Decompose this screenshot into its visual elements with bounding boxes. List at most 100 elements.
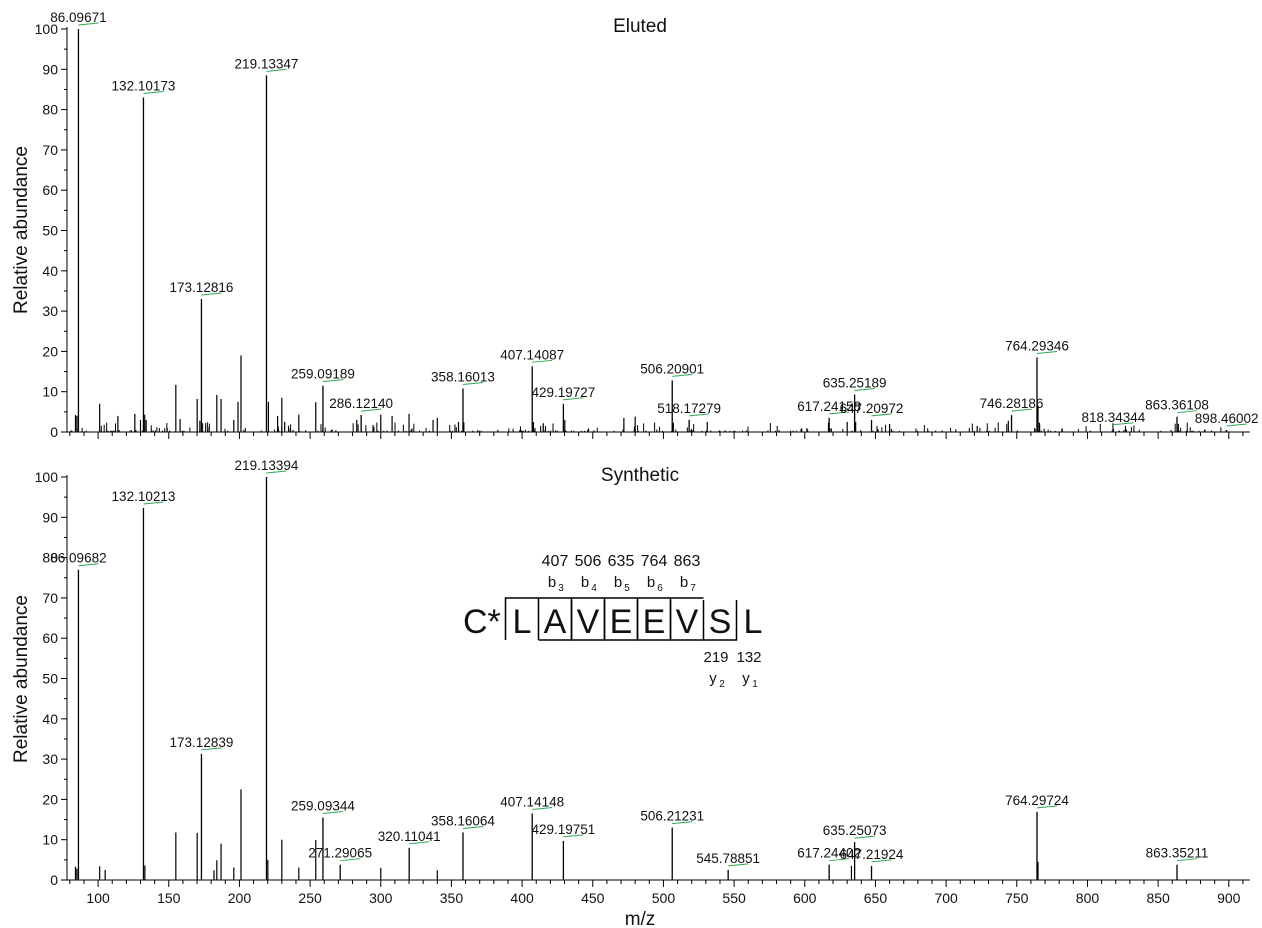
y-ion-mass: 132 [736,649,761,666]
b-ion-mass: 506 [575,553,602,570]
x-tick-label: 900 [1217,890,1241,906]
sequence-residue: E [643,603,666,641]
label-leader [1011,408,1032,412]
label-leader [340,858,361,862]
x-tick-label: 400 [510,890,534,906]
b-ion-mass: 863 [674,553,701,570]
y-ion-label: y [709,670,717,687]
x-tick-label: 750 [1005,890,1029,906]
label-leader [532,359,553,363]
sequence-prefix: C* [463,603,501,641]
peak-label: 407.14087 [500,347,564,362]
y-tick-label: 100 [35,21,59,37]
y-ion-mass: 219 [703,649,728,666]
label-leader [462,825,484,829]
x-tick-label: 550 [722,890,746,906]
label-leader [563,834,584,838]
y-axis-label: Relative abundance [11,595,32,763]
label-leader [829,858,850,862]
label-leader [462,381,484,385]
x-tick-label: 450 [581,890,605,906]
x-tick-label: 250 [298,890,322,906]
y-axis-label: Relative abundance [11,146,32,314]
peak-label: 818.34344 [1081,410,1145,425]
x-tick-label: 600 [793,890,817,906]
label-leader [266,68,287,72]
y-ion-subscript: 1 [752,679,758,690]
peak-label: 429.19751 [531,822,595,837]
peak-label: 286.12140 [329,396,393,411]
sequence-residue: E [610,603,633,641]
peak-label: 271.29065 [308,846,372,861]
x-tick-label: 300 [369,890,393,906]
axes: 0 10 20 30 40 50 60 70 80 90 100 [35,21,1250,440]
peak-label: 86.09671 [50,10,106,25]
peak-label: 863.35211 [1146,846,1209,861]
fragment-brackets [504,597,738,641]
y-tick-label: 10 [42,384,58,400]
label-leader [143,501,164,505]
peak-label: 764.29724 [1005,793,1069,808]
b-ion-label: b [581,574,589,591]
label-leader [672,373,693,377]
y-tick-label: 40 [42,711,58,727]
y-tick-label: 100 [35,469,59,485]
peak-label: 173.12816 [170,280,234,295]
y-tick-label: 20 [42,791,58,807]
label-leader [266,470,287,474]
peak-label: 86.09682 [50,551,106,566]
x-axis-label: m/z [625,909,656,928]
label-leader [201,292,222,296]
peak-label: 358.16013 [431,369,495,384]
x-tick-label: 800 [1076,890,1100,906]
peak-label: 518.17279 [657,401,721,416]
x-tick-label: 850 [1146,890,1170,906]
label-leader [689,413,710,417]
x-tick-label: 200 [228,890,252,906]
y-tick-label: 80 [42,550,58,566]
label-leader [563,397,584,401]
y-tick-label: 10 [42,832,58,848]
y-tick-label: 90 [42,61,58,77]
y-tick-label: 30 [42,303,58,319]
peak-label: 863.36108 [1145,398,1209,413]
b-ion-label: b [614,574,622,591]
label-leader [1176,410,1198,414]
y-tick-label: 50 [42,223,58,239]
label-leader [143,91,164,95]
peak-label: 617.24158 [797,399,861,414]
peak-label: 647.21924 [840,847,904,862]
label-leader [854,835,875,839]
peak-label: 898.46002 [1195,411,1259,426]
peak-label: 132.10173 [112,79,176,94]
sequence-residue: V [676,603,699,641]
x-tick-label: 350 [440,890,464,906]
x-tick-label: 700 [934,890,958,906]
peak-label: 506.20901 [640,361,704,376]
b-ion-mass: 764 [641,553,668,570]
label-leader [322,811,344,815]
panel-eluted: Eluted Relative abundance 0 10 20 30 40 50 60 7… [11,10,1259,440]
b-ion-label: b [647,574,655,591]
peaks [74,477,1178,880]
b-ion-bracket [504,597,539,640]
b-ion-mass: 635 [608,553,635,570]
peak-label: 506.21231 [640,809,704,824]
y-tick-label: 0 [50,872,58,888]
b-ion-subscript: 6 [657,583,663,594]
x-tick-label: 150 [157,890,181,906]
label-leader [728,863,749,867]
peak-label: 746.28186 [980,396,1044,411]
label-leader [672,821,693,825]
panel-title: Synthetic [601,465,679,486]
y-ion-label: y [742,670,750,687]
peak-label: 259.09189 [291,367,355,382]
b-ion-subscript: 3 [558,583,564,594]
peak-label: 764.29346 [1005,338,1069,353]
label-leader [532,807,553,811]
y-tick-label: 90 [42,509,58,525]
peak-label: 320.11041 [378,829,441,844]
